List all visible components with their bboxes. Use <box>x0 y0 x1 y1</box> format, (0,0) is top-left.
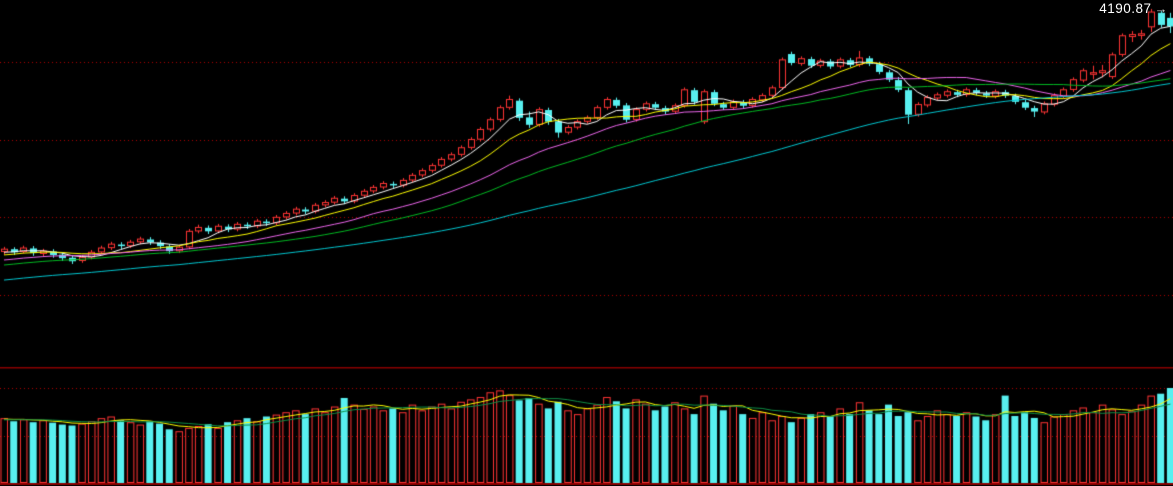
last-price-value: 4190.87 <box>1099 1 1152 16</box>
last-price-label: 4190.87 → <box>1099 1 1168 16</box>
last-price-arrow-icon: → <box>1154 1 1168 16</box>
